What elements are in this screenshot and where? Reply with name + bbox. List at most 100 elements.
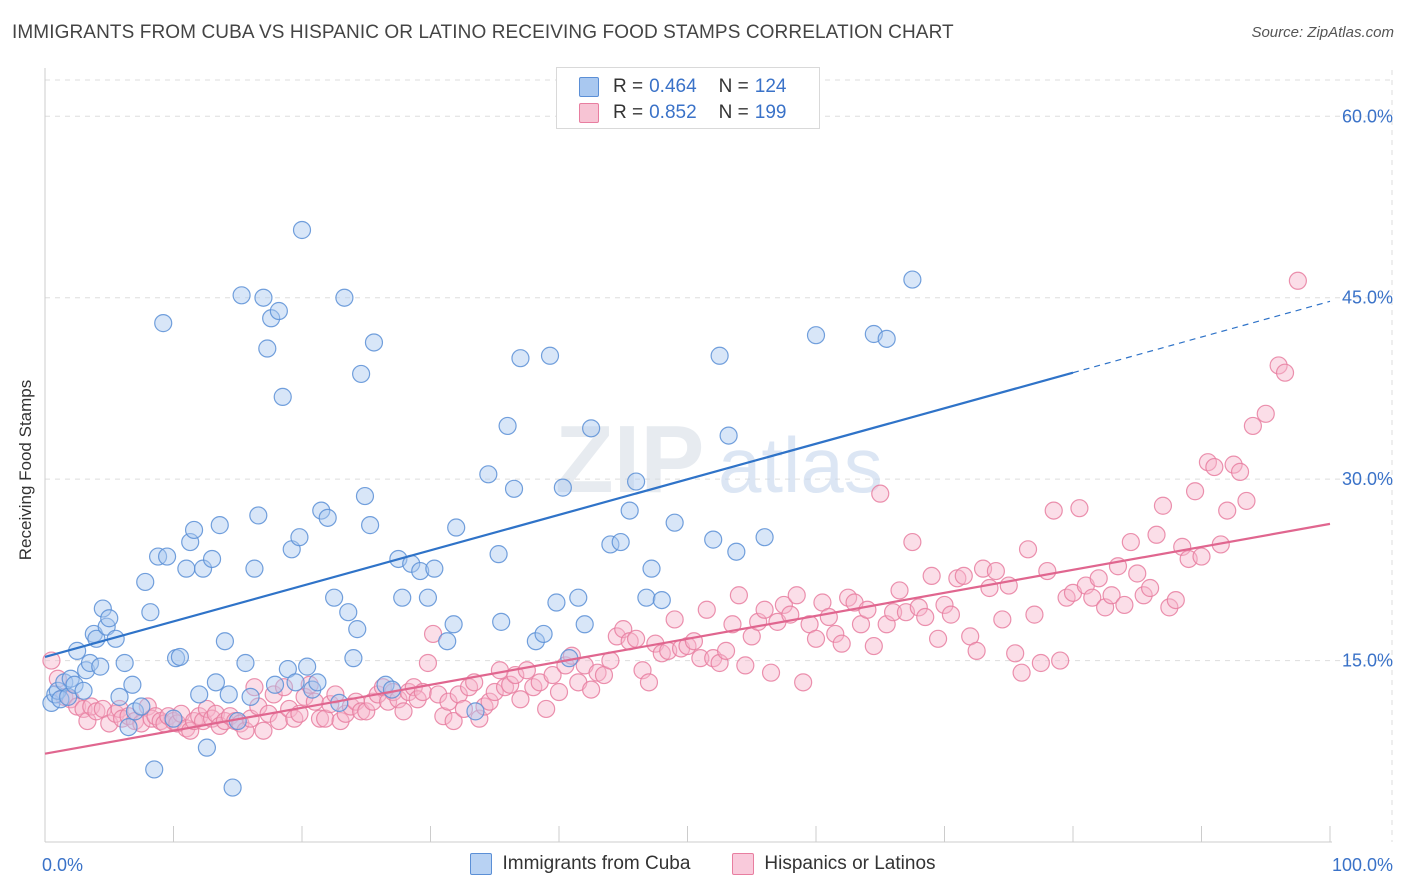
legend-n-label: N = [718, 76, 749, 97]
series-cuba-points [42, 220, 922, 797]
data-point-hispanics [639, 673, 659, 692]
data-point-hispanics [1269, 356, 1288, 375]
data-point-cuba [298, 657, 317, 676]
data-point-hispanics [826, 624, 845, 644]
data-point-cuba [184, 520, 204, 540]
watermark-zip: ZIP [555, 406, 704, 513]
legend-swatch-pink [579, 103, 599, 123]
data-point-cuba [447, 518, 466, 537]
data-point-hispanics [475, 697, 494, 716]
data-point-hispanics [423, 624, 443, 644]
data-point-cuba [132, 697, 151, 716]
data-point-cuba [258, 339, 277, 358]
data-point-cuba [145, 760, 164, 779]
data-point-cuba [637, 588, 656, 607]
data-point-cuba [575, 615, 594, 634]
x-tick-label: 100.0% [1332, 855, 1393, 875]
data-point-hispanics [1012, 663, 1031, 682]
data-point-cuba [511, 349, 530, 368]
data-point-cuba [136, 572, 155, 592]
data-point-hispanics [254, 721, 273, 740]
data-point-hispanics [935, 595, 954, 615]
data-point-cuba [806, 326, 826, 345]
data-point-cuba [91, 657, 110, 676]
data-point-hispanics [916, 607, 935, 627]
legend-row-hispanics: R = 0.852 N = 199 [579, 100, 786, 126]
data-point-cuba [190, 685, 209, 704]
data-point-cuba [355, 486, 375, 506]
legend-n-label: N = [718, 102, 749, 123]
data-point-cuba [262, 309, 281, 328]
data-point-hispanics [774, 595, 793, 615]
data-point-hispanics [941, 605, 961, 624]
y-tick-label: 15.0% [1342, 651, 1393, 671]
data-point-cuba [504, 479, 524, 498]
data-point-hispanics [832, 634, 851, 653]
data-point-hispanics [82, 697, 101, 716]
data-point-hispanics [1089, 569, 1108, 588]
data-point-hispanics [1256, 404, 1275, 423]
data-point-cuba [492, 612, 511, 631]
data-point-hispanics [1230, 462, 1250, 481]
data-point-cuba [157, 547, 177, 566]
data-point-hispanics [1160, 598, 1179, 617]
data-point-hispanics [1102, 586, 1121, 605]
data-point-hispanics [1205, 457, 1224, 477]
data-point-cuba [115, 653, 134, 673]
data-point-hispanics [967, 641, 986, 660]
data-point-cuba [755, 528, 774, 547]
data-point-cuba [197, 738, 217, 757]
data-point-cuba [710, 346, 729, 365]
data-point-hispanics [761, 663, 781, 682]
data-point-cuba [308, 673, 327, 692]
data-point-hispanics [993, 610, 1012, 629]
data-point-cuba [438, 632, 457, 651]
data-point-cuba [119, 717, 138, 737]
data-point-cuba [620, 501, 639, 520]
data-point-cuba [123, 675, 142, 694]
data-point-hispanics [806, 629, 826, 648]
data-point-cuba [236, 653, 255, 673]
y-tick-label: 45.0% [1342, 288, 1393, 308]
data-point-hispanics [716, 641, 736, 660]
data-point-hispanics [352, 702, 371, 721]
data-point-cuba [665, 513, 684, 532]
data-point-hispanics [1134, 586, 1153, 605]
data-point-cuba [582, 419, 601, 438]
data-point-hispanics [1224, 455, 1243, 474]
data-point-cuba [290, 528, 309, 547]
data-point-cuba [265, 675, 285, 694]
data-point-hispanics [928, 629, 948, 648]
data-point-cuba [352, 364, 371, 384]
data-point-cuba [74, 681, 93, 700]
data-point-hispanics [1288, 271, 1307, 290]
axes [44, 68, 1332, 843]
data-point-cuba [339, 603, 358, 622]
data-point-cuba [418, 588, 438, 607]
legend-label-hispanics: Hispanics or Latinos [764, 853, 936, 874]
trend-line-cuba-extension [1072, 300, 1331, 374]
data-point-hispanics [264, 685, 283, 704]
data-point-hispanics [517, 661, 536, 680]
trend-lines [44, 300, 1331, 755]
data-point-cuba [719, 426, 738, 445]
legend-item-cuba: Immigrants from Cuba [470, 853, 690, 875]
data-point-hispanics [980, 578, 999, 598]
legend-n-value: 124 [754, 76, 787, 97]
data-point-hispanics [1083, 588, 1102, 607]
data-point-cuba [411, 561, 430, 581]
watermark-atlas: atlas [718, 421, 883, 509]
data-point-hispanics [890, 581, 909, 600]
data-point-cuba [177, 559, 196, 578]
legend-r-value: 0.852 [649, 102, 697, 123]
data-point-hispanics [1018, 540, 1038, 559]
data-point-cuba [241, 687, 260, 706]
data-point-cuba [704, 530, 723, 549]
legend-r-value: 0.464 [649, 76, 697, 97]
data-point-hispanics [954, 566, 973, 586]
data-point-cuba [141, 603, 160, 622]
data-point-hispanics [197, 699, 217, 719]
data-point-cuba [877, 329, 896, 348]
data-point-hispanics [1006, 644, 1025, 663]
data-point-cuba [903, 270, 922, 289]
